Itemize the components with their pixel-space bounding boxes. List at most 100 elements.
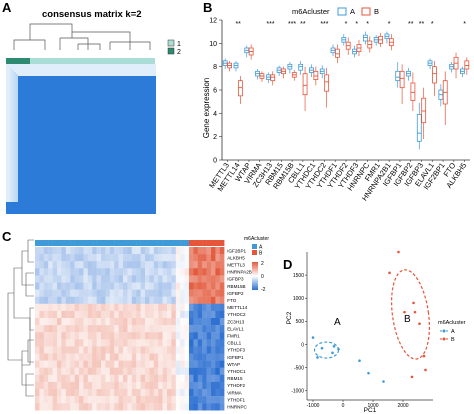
heatmap-cell <box>52 381 58 390</box>
heatmap-cell <box>48 360 53 368</box>
heatmap-cell <box>158 254 163 262</box>
heatmap-row-label: WTAP <box>227 362 240 367</box>
heatmap-cell <box>35 318 40 326</box>
heatmap-cell <box>140 403 146 411</box>
heatmap-cell <box>83 289 88 297</box>
heatmap-cell <box>215 261 220 269</box>
heatmap-cell <box>184 346 190 354</box>
heatmap-cell <box>171 396 176 404</box>
heatmap-cell <box>215 275 220 283</box>
heatmap-cell <box>61 389 66 397</box>
box-b <box>270 71 276 86</box>
heatmap-cell <box>96 367 102 375</box>
heatmap-cell <box>215 310 220 319</box>
pca-point-b <box>397 250 400 254</box>
heatmap-cell <box>43 254 49 262</box>
heatmap-cell <box>193 282 198 290</box>
heatmap-cell <box>189 374 194 383</box>
heatmap-cell <box>61 261 66 269</box>
heatmap-cell <box>109 275 115 283</box>
heatmap-cell <box>87 353 93 361</box>
heatmap-cell <box>57 318 62 326</box>
heatmap-cell <box>52 261 58 269</box>
heatmap-cell <box>123 332 128 340</box>
matrix-block-cluster-1 <box>6 202 18 214</box>
pca-point-b <box>403 310 406 314</box>
heatmap-cell <box>158 396 163 404</box>
annotation-cell <box>184 240 190 246</box>
heatmap-cell <box>197 275 203 283</box>
heatmap-cell <box>39 389 44 397</box>
heatmap-cell <box>92 396 97 404</box>
significance-mark: ** <box>300 21 306 28</box>
heatmap-cell <box>109 268 115 276</box>
heatmap-cell <box>65 261 71 269</box>
heatmap-cell <box>35 381 40 390</box>
heatmap-cell <box>175 332 181 340</box>
heatmap-cell <box>211 303 216 312</box>
heatmap-cell <box>162 296 168 304</box>
box-b <box>345 37 351 55</box>
heatmap-cell <box>180 261 185 269</box>
annotation-cell <box>219 240 225 246</box>
annotation-cell <box>167 240 172 246</box>
heatmap-cell <box>101 254 106 262</box>
heatmap-cell <box>74 261 80 269</box>
heatmap-cell <box>118 275 124 283</box>
annotation-cell <box>127 240 132 246</box>
heatmap-cell <box>206 332 212 340</box>
heatmap-cell <box>175 247 181 255</box>
heatmap-cell <box>175 296 181 304</box>
y-tick-label-d: 0 <box>301 342 304 348</box>
heatmap-cell <box>131 303 137 312</box>
heatmap-cell <box>114 339 119 347</box>
heatmap-cell <box>127 346 132 354</box>
heatmap-cell <box>153 381 159 390</box>
heatmap-cell <box>79 254 84 262</box>
heatmap-cell <box>96 403 102 411</box>
box-a <box>460 66 465 78</box>
heatmap-cell <box>79 389 84 397</box>
heatmap-cell <box>43 360 49 368</box>
heatmap-cell <box>189 268 194 276</box>
heatmap-cell <box>158 247 163 255</box>
heatmap-cell <box>167 254 172 262</box>
heatmap-cell <box>109 332 115 340</box>
heatmap-cell <box>118 403 124 411</box>
heatmap-cell <box>74 403 80 411</box>
heatmap-cell <box>153 332 159 340</box>
heatmap-cell <box>118 254 124 262</box>
heatmap-cell <box>114 360 119 368</box>
heatmap-cell <box>39 318 44 326</box>
heatmap-cell <box>127 381 132 390</box>
heatmap-cell <box>83 374 88 383</box>
heatmap-cell <box>140 332 146 340</box>
heatmap-cell <box>189 254 194 262</box>
heatmap-cell <box>96 268 102 276</box>
heatmap-cell <box>175 275 181 283</box>
heatmap-cell <box>215 339 220 347</box>
heatmap-cell <box>79 367 84 375</box>
heatmap-cell <box>127 325 132 333</box>
heatmap-cell <box>180 403 185 411</box>
heatmap-cell <box>197 247 203 255</box>
heatmap-cell <box>57 275 62 283</box>
heatmap-cell <box>136 389 141 397</box>
annotation-cell <box>109 240 115 246</box>
heatmap-cell <box>123 275 128 283</box>
heatmap-cell <box>167 275 172 283</box>
heatmap-cell <box>167 318 172 326</box>
pca-point-a <box>316 356 319 359</box>
heatmap-cell <box>101 275 106 283</box>
heatmap-cell <box>57 261 62 269</box>
heatmap-cell <box>175 396 181 404</box>
box-a <box>384 31 390 44</box>
heatmap-cell <box>52 303 58 312</box>
heatmap-cell <box>136 247 141 255</box>
heatmap-cell <box>153 396 159 404</box>
heatmap-cell <box>131 389 137 397</box>
x-tick-label-d: 1000 <box>367 403 378 409</box>
heatmap-cell <box>105 374 110 383</box>
heatmap-cell <box>123 318 128 326</box>
annotation-cell <box>145 240 150 246</box>
